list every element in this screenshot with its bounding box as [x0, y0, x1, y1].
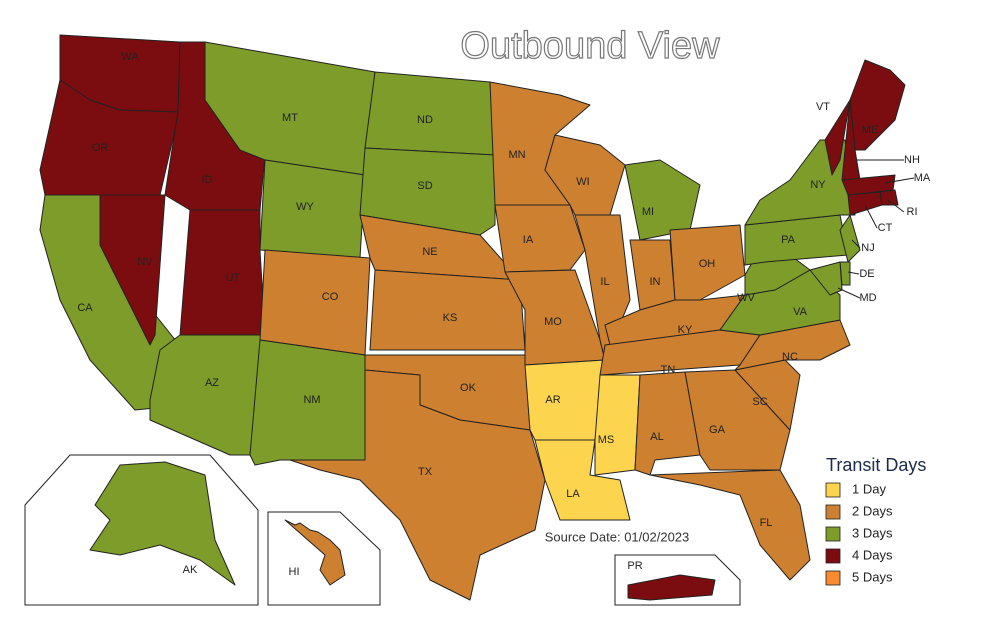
- state-shape: [627, 574, 716, 601]
- state-shape: [594, 374, 641, 476]
- leader-line: [847, 271, 860, 275]
- state-label: WY: [296, 201, 314, 213]
- state-shape: [649, 469, 811, 581]
- state-label: ID: [202, 174, 213, 186]
- state-label: RI: [907, 206, 918, 218]
- leader-line: [884, 177, 915, 184]
- state-label: MI: [642, 206, 654, 218]
- legend-label: 3 Days: [852, 525, 893, 540]
- state-label: CA: [77, 302, 93, 314]
- state-shape: [369, 269, 526, 351]
- state-shape: [847, 191, 883, 216]
- state-label: AR: [545, 394, 560, 406]
- state-shape: [289, 369, 546, 601]
- state-label: KS: [443, 312, 458, 324]
- legend-label: 4 Days: [852, 547, 893, 562]
- state-label: MO: [544, 316, 562, 328]
- state-shape: [824, 99, 851, 176]
- state-label: WA: [121, 51, 139, 63]
- state-label: NH: [904, 154, 920, 166]
- state-label: MA: [914, 172, 931, 184]
- state-label: TX: [418, 466, 433, 478]
- state-shape: [359, 147, 496, 236]
- legend-swatch: [825, 504, 841, 520]
- state-shape: [149, 334, 266, 456]
- state-shape: [849, 59, 906, 151]
- title: Outbound View: [460, 25, 720, 67]
- state-shape: [179, 209, 266, 336]
- state-shape: [89, 461, 236, 586]
- source-date: Source Date: 01/02/2023: [545, 529, 690, 544]
- state-label: ND: [417, 114, 433, 126]
- state-label: FL: [760, 517, 773, 529]
- leader-line: [851, 239, 861, 249]
- state-label: UT: [226, 272, 241, 284]
- state-label: MD: [859, 292, 876, 304]
- state-label: SC: [752, 396, 767, 408]
- state-label: IL: [600, 276, 609, 288]
- state-label: GA: [709, 424, 726, 436]
- state-shape: [879, 189, 899, 206]
- leader-line: [887, 199, 905, 213]
- state-label: CO: [322, 291, 339, 303]
- legend-label: 1 Day: [852, 481, 886, 496]
- state-label: VA: [793, 306, 808, 318]
- state-label: IN: [650, 276, 661, 288]
- state-label: MS: [598, 434, 615, 446]
- state-shape: [624, 159, 701, 241]
- leader-line: [837, 287, 861, 299]
- state-label: CT: [878, 222, 893, 234]
- state-label: ME: [862, 124, 879, 136]
- state-shape: [669, 224, 746, 301]
- state-label: MT: [282, 112, 298, 124]
- state-shape: [259, 249, 371, 356]
- state-shape: [99, 194, 166, 346]
- state-label: NV: [137, 256, 153, 268]
- state-shape: [494, 204, 586, 273]
- state-label: NC: [782, 351, 798, 363]
- state-label: PR: [627, 560, 642, 572]
- state-label: KY: [678, 324, 693, 336]
- state-label: WI: [576, 176, 589, 188]
- state-label: TN: [661, 364, 676, 376]
- leader-line: [864, 204, 878, 229]
- state-label: NJ: [861, 242, 874, 254]
- state-label: OR: [92, 142, 109, 154]
- state-label: NY: [810, 179, 826, 191]
- state-label: NE: [422, 246, 437, 258]
- state-label: AK: [183, 564, 198, 576]
- legend-label: 5 Days: [852, 569, 893, 584]
- state-label: IA: [523, 234, 534, 246]
- state-label: OH: [699, 258, 716, 270]
- state-label: SD: [417, 180, 432, 192]
- state-label: NM: [303, 394, 320, 406]
- legend-swatch: [825, 482, 841, 498]
- state-label: LA: [566, 488, 580, 500]
- state-shape: [534, 439, 631, 521]
- state-label: HI: [289, 566, 300, 578]
- state-label: AL: [650, 431, 663, 443]
- state-label: PA: [781, 234, 796, 246]
- state-label: OK: [460, 382, 477, 394]
- legend-title: Transit Days: [826, 455, 926, 475]
- state-shape: [284, 519, 346, 586]
- state-label: MN: [508, 149, 525, 161]
- legend-swatch: [825, 548, 841, 564]
- state-label: DE: [859, 268, 874, 280]
- state-label: WV: [737, 292, 755, 304]
- state-label: AZ: [205, 377, 219, 389]
- legend-swatch: [825, 570, 841, 586]
- legend-label: 2 Days: [852, 503, 893, 518]
- state-shape: [524, 359, 606, 441]
- state-label: VT: [816, 101, 830, 113]
- legend-swatch: [825, 526, 841, 542]
